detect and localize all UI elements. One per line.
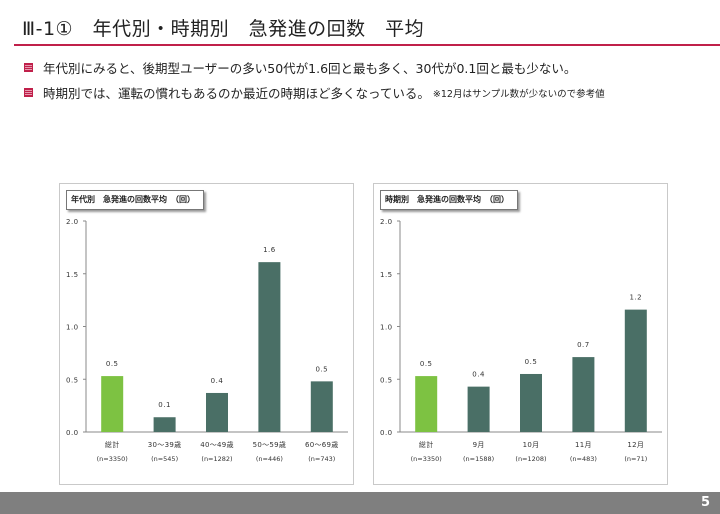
bar [467, 386, 490, 432]
bar [520, 373, 542, 432]
bullet-square-icon [24, 88, 33, 97]
sample-size-label: (n=545) [151, 455, 178, 463]
bullet-square-icon [24, 63, 33, 72]
y-tick-label: 2.0 [380, 218, 393, 226]
bullet-1: 年代別にみると、後期型ユーザーの多い50代が1.6回と最も多く、30代が0.1回… [24, 58, 576, 77]
y-tick-label: 1.0 [380, 324, 393, 332]
x-tick-label: 50～59歳 [253, 440, 287, 449]
data-label: 0.1 [158, 401, 171, 409]
sample-size-label: (n=1588) [463, 455, 494, 463]
x-tick-label: 総計 [105, 440, 120, 449]
bullet-2-note: ※12月はサンプル数が少ないので参考値 [432, 88, 605, 100]
x-tick-label: 10月 [523, 441, 540, 449]
x-tick-label: 60～69歳 [305, 440, 339, 449]
bar-chart-period: 0.0 0.5 1.0 1.5 2.0 0.5 総計 (n=3350) 0.4 9月 (n=1588… [380, 218, 662, 463]
y-tick-label: 1.5 [66, 271, 79, 279]
x-tick-label: 11月 [575, 441, 592, 449]
y-tick-label: 1.0 [66, 324, 79, 332]
data-label: 0.4 [472, 371, 485, 379]
sample-size-label: (n=3350) [97, 455, 128, 463]
y-tick-label: 0.0 [380, 429, 393, 437]
y-tick-label: 2.0 [66, 218, 79, 226]
bar [572, 357, 595, 432]
sample-size-label: (n=1208) [515, 455, 546, 463]
bar [153, 417, 176, 432]
data-label: 1.2 [629, 294, 642, 302]
sample-size-label: (n=71) [624, 455, 647, 463]
x-tick-label: 9月 [473, 441, 485, 449]
bullet-1-text: 年代別にみると、後期型ユーザーの多い50代が1.6回と最も多く、30代が0.1回… [43, 61, 577, 76]
bar [415, 376, 438, 432]
data-label: 0.5 [315, 365, 328, 373]
bar [101, 376, 124, 432]
sample-size-label: (n=1282) [201, 455, 232, 463]
chart-panel-period: 時期別 急発進の回数平均 （回） 0.0 0.5 1.0 1.5 2.0 0.5 総計 (n=… [373, 183, 668, 485]
data-label: 0.5 [106, 360, 119, 368]
chart-title-period: 時期別 急発進の回数平均 （回） [380, 190, 518, 210]
bar [310, 381, 333, 432]
data-label: 0.5 [420, 360, 433, 368]
data-label: 1.6 [263, 246, 276, 254]
data-label: 0.4 [211, 377, 224, 385]
x-tick-label: 総計 [419, 440, 434, 449]
sample-size-label: (n=446) [256, 455, 283, 463]
footer-bar: 5 [0, 492, 720, 514]
bar [624, 309, 647, 432]
data-label: 0.5 [525, 358, 538, 366]
title-underline [14, 44, 720, 46]
y-tick-label: 0.5 [66, 376, 79, 384]
sample-size-label: (n=3350) [411, 455, 442, 463]
x-tick-label: 30～39歳 [148, 440, 182, 449]
chart-title-age: 年代別 急発進の回数平均 （回） [66, 190, 204, 210]
slide-title: Ⅲ-1① 年代別・時期別 急発進の回数 平均 [22, 18, 425, 40]
sample-size-label: (n=743) [308, 455, 335, 463]
y-tick-label: 0.0 [66, 429, 79, 437]
x-tick-label: 12月 [627, 441, 644, 449]
sample-size-label: (n=483) [570, 455, 597, 463]
chart-panel-age: 年代別 急発進の回数平均 （回） 0.0 0.5 1.0 1.5 2.0 0.5 総計 (n=… [59, 183, 354, 485]
y-tick-label: 0.5 [380, 376, 393, 384]
bar [258, 262, 281, 432]
bar [206, 392, 228, 432]
page-number: 5 [700, 495, 710, 510]
bullet-2-text: 時期別では、運転の慣れもあるのか最近の時期ほど多くなっている。 [43, 86, 430, 101]
bar-chart-age: 0.0 0.5 1.0 1.5 2.0 0.5 総計 (n=3350) 0.1 30～39歳 (n=… [66, 218, 348, 463]
y-tick-label: 1.5 [380, 271, 393, 279]
bullet-2: 時期別では、運転の慣れもあるのか最近の時期ほど多くなっている。 ※12月はサンプ… [24, 83, 605, 102]
x-tick-label: 40～49歳 [200, 440, 234, 449]
data-label: 0.7 [577, 341, 590, 349]
